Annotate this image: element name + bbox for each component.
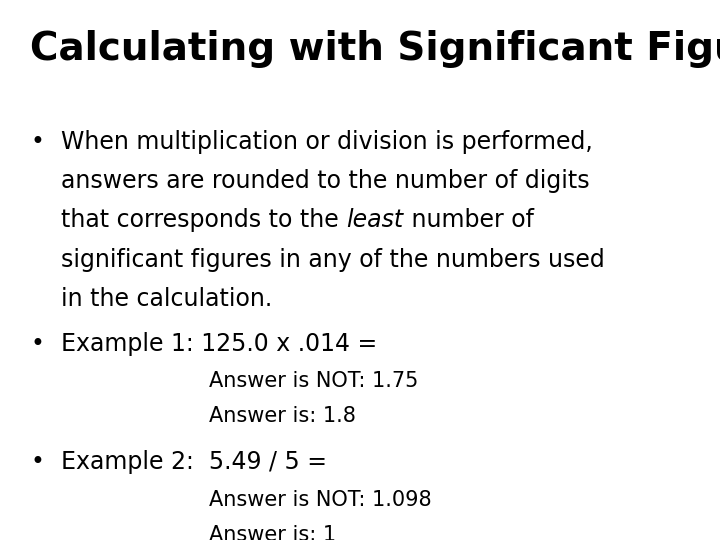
Text: least: least [346,208,404,232]
Text: Answer is: 1: Answer is: 1 [209,525,336,540]
Text: Answer is: 1.8: Answer is: 1.8 [209,406,356,426]
Text: Answer is NOT: 1.098: Answer is NOT: 1.098 [209,490,431,510]
Text: Answer is NOT: 1.75: Answer is NOT: 1.75 [209,371,418,391]
Text: that corresponds to the: that corresponds to the [61,208,346,232]
Text: •: • [30,130,44,153]
Text: in the calculation.: in the calculation. [61,287,272,311]
Text: significant figures in any of the numbers used: significant figures in any of the number… [61,248,605,272]
Text: •: • [30,450,44,474]
Text: When multiplication or division is performed,: When multiplication or division is perfo… [61,130,593,153]
Text: •: • [30,332,44,355]
Text: Example 1: 125.0 x .014 =: Example 1: 125.0 x .014 = [61,332,377,355]
Text: number of: number of [404,208,534,232]
Text: Calculating with Significant Figures: Calculating with Significant Figures [30,30,720,68]
Text: answers are rounded to the number of digits: answers are rounded to the number of dig… [61,169,590,193]
Text: Example 2:  5.49 / 5 =: Example 2: 5.49 / 5 = [61,450,327,474]
